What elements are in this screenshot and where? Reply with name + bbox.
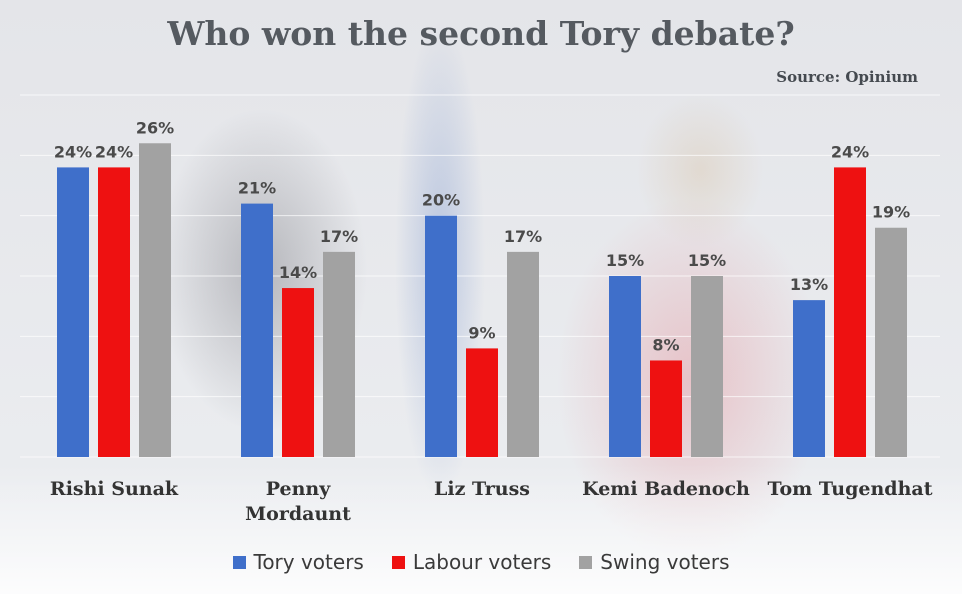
background-fade bbox=[0, 464, 962, 594]
data-label: 17% bbox=[320, 227, 358, 246]
data-label: 14% bbox=[279, 263, 317, 282]
data-label: 9% bbox=[468, 323, 495, 342]
category-label: Penny Mordaunt bbox=[245, 478, 351, 525]
data-label: 24% bbox=[95, 142, 133, 161]
data-label: 13% bbox=[790, 275, 828, 294]
bar bbox=[241, 203, 273, 457]
bar bbox=[507, 251, 539, 457]
data-label: 17% bbox=[504, 227, 542, 246]
legend-swatch bbox=[579, 555, 593, 569]
legend: Tory voters Labour voters Swing voters bbox=[0, 550, 962, 574]
legend-item: Swing voters bbox=[579, 550, 730, 574]
data-label: 26% bbox=[136, 118, 174, 137]
data-label: 24% bbox=[831, 142, 869, 161]
legend-label: Labour voters bbox=[412, 550, 552, 574]
bar bbox=[875, 227, 907, 457]
bar bbox=[834, 167, 866, 457]
bar bbox=[323, 251, 355, 457]
legend-item: Tory voters bbox=[232, 550, 364, 574]
bar bbox=[650, 360, 682, 457]
bar bbox=[425, 215, 457, 457]
data-label: 21% bbox=[238, 179, 276, 198]
bar bbox=[57, 167, 89, 457]
data-label: 15% bbox=[606, 251, 644, 270]
source-note: Source: Opinium bbox=[776, 68, 918, 86]
bar bbox=[793, 300, 825, 457]
category-label: Rishi Sunak bbox=[50, 478, 179, 500]
data-label: 19% bbox=[872, 203, 910, 222]
data-label: 20% bbox=[422, 191, 460, 210]
legend-swatch bbox=[232, 555, 246, 569]
bar bbox=[609, 276, 641, 457]
data-label: 15% bbox=[688, 251, 726, 270]
bar bbox=[98, 167, 130, 457]
bar bbox=[691, 276, 723, 457]
bar bbox=[139, 143, 171, 457]
chart-title: Who won the second Tory debate? bbox=[167, 14, 795, 53]
legend-item: Labour voters bbox=[391, 550, 552, 574]
bar bbox=[466, 348, 498, 457]
category-label: Liz Truss bbox=[434, 478, 530, 500]
data-label: 24% bbox=[54, 142, 92, 161]
category-label: Tom Tugendhat bbox=[768, 478, 933, 500]
data-label: 8% bbox=[652, 335, 679, 354]
bar bbox=[282, 288, 314, 457]
category-label: Kemi Badenoch bbox=[582, 478, 750, 500]
legend-swatch bbox=[391, 555, 405, 569]
legend-label: Tory voters bbox=[253, 550, 364, 574]
legend-label: Swing voters bbox=[600, 550, 730, 574]
